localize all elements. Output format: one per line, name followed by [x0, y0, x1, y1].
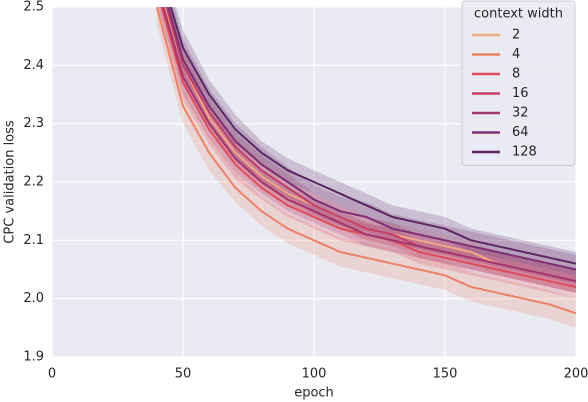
- legend-title: context width: [474, 7, 563, 22]
- y-tick-label: 2.3: [23, 116, 44, 131]
- legend-label: 128: [512, 145, 537, 160]
- legend-label: 4: [512, 47, 520, 62]
- y-tick-label: 2.5: [23, 0, 44, 15]
- y-axis-label: CPC validation loss: [3, 120, 18, 244]
- legend-label: 8: [512, 67, 520, 82]
- x-axis-label: epoch: [294, 386, 334, 401]
- x-tick-label: 150: [433, 367, 458, 382]
- y-tick-label: 1.9: [23, 350, 44, 365]
- confidence-band: [156, 7, 576, 299]
- y-tick-label: 2.0: [23, 291, 44, 306]
- legend-label: 16: [512, 86, 529, 101]
- series-line: [169, 7, 576, 265]
- x-tick-label: 0: [48, 367, 56, 382]
- confidence-band: [156, 7, 576, 328]
- x-tick-label: 100: [302, 367, 327, 382]
- series-line: [155, 7, 576, 315]
- legend-box: [461, 0, 576, 166]
- series-line: [162, 7, 576, 283]
- y-tick-label: 2.1: [23, 233, 44, 248]
- legend-label: 64: [512, 125, 529, 140]
- x-tick-label: 50: [175, 367, 192, 382]
- x-tick-label: 200: [564, 367, 588, 382]
- series-line: [167, 7, 576, 271]
- legend-label: 32: [512, 106, 529, 121]
- legend-label: 2: [512, 28, 520, 43]
- y-tick-label: 2.4: [23, 58, 44, 73]
- y-tick-label: 2.2: [23, 175, 44, 190]
